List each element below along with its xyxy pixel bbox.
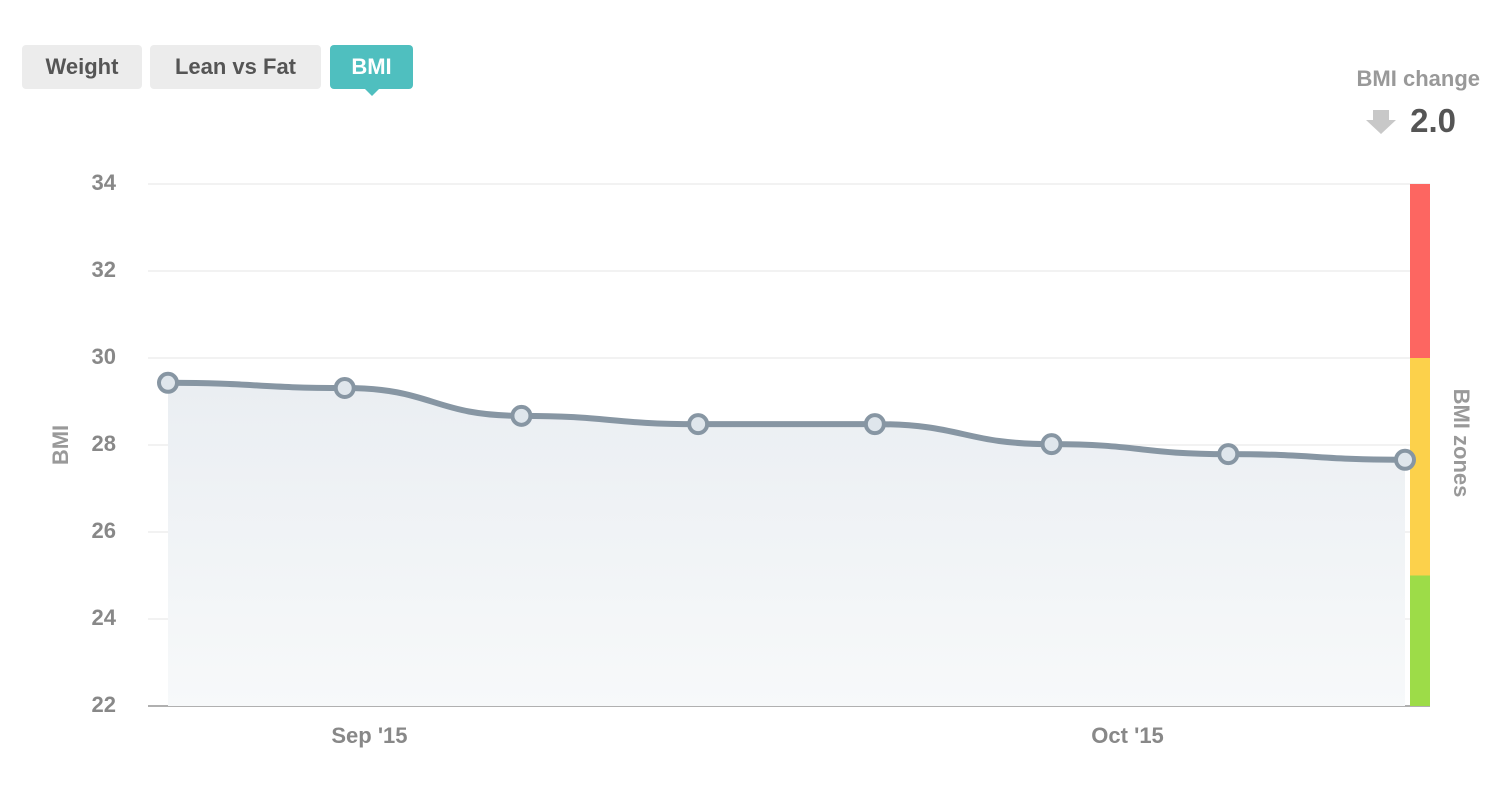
- y-tick-label: 26: [92, 518, 116, 543]
- y-tick-label: 34: [92, 170, 117, 195]
- y-tick-label: 30: [92, 344, 116, 369]
- bmi-zone: [1410, 184, 1430, 358]
- point: [863, 413, 886, 436]
- y-tick-label: 32: [92, 257, 116, 282]
- area: [168, 382, 1405, 706]
- y-tick-label: 28: [92, 431, 116, 456]
- y-tick-label: 22: [92, 692, 116, 717]
- tab[interactable]: Weight: [22, 45, 142, 89]
- x-tick-label: Oct '15: [1091, 723, 1164, 748]
- tab[interactable]: BMI: [330, 45, 413, 96]
- summary-value: 2.0: [1410, 102, 1456, 139]
- point: [687, 413, 710, 436]
- x-tick-label: Sep '15: [331, 723, 407, 748]
- summary-label: BMI change: [1356, 66, 1480, 91]
- point: [1217, 443, 1240, 466]
- down-arrow: [1366, 110, 1396, 134]
- tab[interactable]: Lean vs Fat: [150, 45, 321, 89]
- y-axis-title: BMI: [48, 425, 73, 465]
- bmi-zone: [1410, 358, 1430, 576]
- point: [1394, 448, 1416, 471]
- bmi-zone: [1410, 575, 1430, 706]
- point: [1040, 433, 1063, 456]
- point: [333, 377, 356, 400]
- point: [157, 371, 179, 394]
- y2-axis-title: BMI zones: [1449, 389, 1474, 498]
- y-tick-label: 24: [92, 605, 117, 630]
- point: [510, 404, 533, 427]
- line: [167, 379, 1406, 463]
